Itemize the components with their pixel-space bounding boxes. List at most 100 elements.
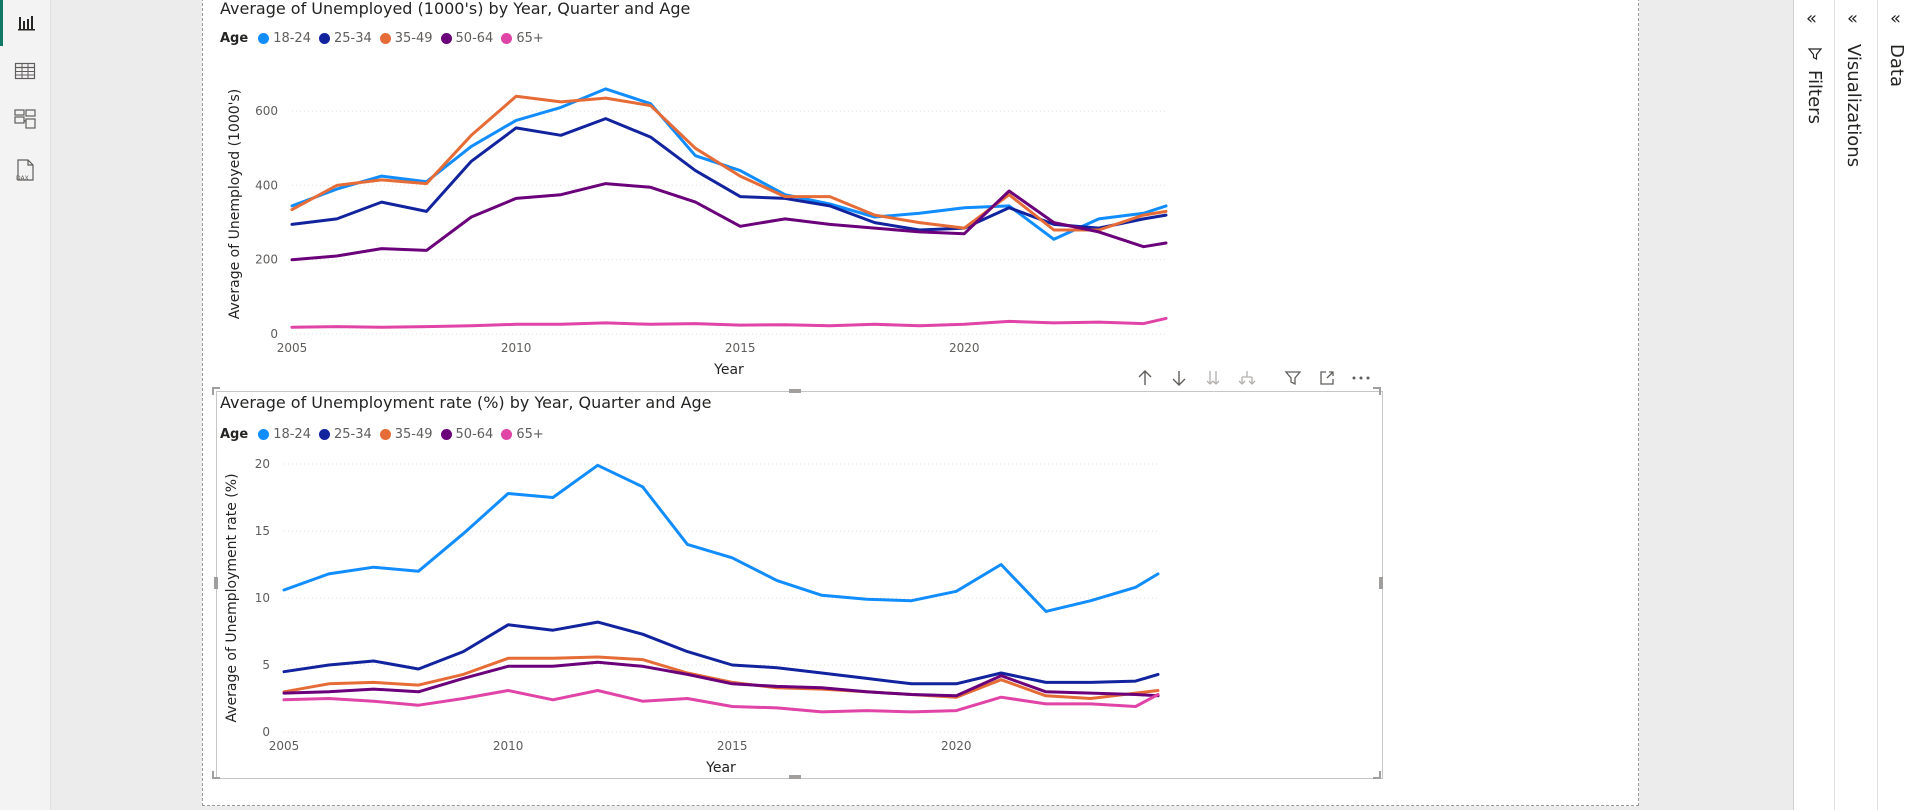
series-line-35-49	[290, 94, 1168, 232]
legend-item[interactable]: 65+	[501, 31, 544, 46]
legend-item[interactable]: 65+	[501, 427, 544, 442]
legend-dot	[379, 33, 391, 44]
filter-icon	[1807, 48, 1823, 60]
drill-down-button[interactable]	[1169, 368, 1189, 388]
legend-title: Age	[220, 427, 249, 442]
legend-label: 35-49	[394, 427, 433, 442]
expand-hierarchy-button[interactable]	[1237, 368, 1257, 388]
chart-title: Average of Unemployed (1000's) by Year, …	[220, 0, 691, 18]
right-panes: « Filters « Visualizations « Data	[1793, 0, 1920, 810]
unemployment-rate-line-chart[interactable]: Average of Unemployment rate (%) by Year…	[216, 391, 1386, 783]
legend-item[interactable]: 25-34	[318, 31, 372, 46]
series-line-18-24	[290, 87, 1168, 241]
resize-handle[interactable]	[214, 577, 218, 589]
legend-item[interactable]: 18-24	[258, 31, 311, 46]
legend-item[interactable]: 25-34	[318, 427, 372, 442]
visualizations-pane-label[interactable]: Visualizations	[1843, 44, 1864, 168]
legend-label: 50-64	[455, 31, 494, 46]
resize-handle[interactable]	[789, 389, 801, 393]
x-tick-label: 2015	[717, 739, 748, 753]
dax-query-view-icon: DAX	[16, 159, 34, 182]
expand-visualizations-chevron-icon[interactable]: «	[1847, 8, 1859, 29]
visualizations-pane-collapsed[interactable]: « Visualizations	[1834, 0, 1878, 810]
legend-label: 65+	[516, 427, 544, 442]
filter-icon	[1284, 371, 1302, 386]
chart-legend: Age 18-24 25-34 35-49 50-64 65+	[220, 31, 546, 46]
legend-item[interactable]: 18-24	[258, 427, 311, 442]
dax-query-view-button[interactable]: DAX	[0, 148, 50, 194]
series-line-50-64	[290, 182, 1168, 262]
chart-plot-area[interactable]: 0 5 10 15 20 2005 2010 2015 2020 Year Average of U…	[216, 391, 1386, 783]
resize-handle[interactable]	[1379, 577, 1383, 589]
drill-up-icon	[1138, 370, 1152, 385]
more-options-icon	[1352, 376, 1370, 380]
series-line-18-24	[282, 463, 1160, 613]
unemployed-line-chart[interactable]: Average of Unemployed (1000's) by Year, …	[216, 0, 1386, 377]
report-page[interactable]: Average of Unemployed (1000's) by Year, …	[202, 0, 1639, 806]
focus-mode-button[interactable]	[1317, 368, 1337, 388]
legend-label: 18-24	[273, 31, 311, 46]
resize-handle[interactable]	[212, 771, 220, 779]
y-axis-title: Average of Unemployed (1000's)	[227, 89, 243, 320]
legend-item[interactable]: 35-49	[379, 427, 433, 442]
y-tick-label: 600	[255, 104, 278, 118]
legend-label: 35-49	[394, 31, 433, 46]
legend-item[interactable]: 35-49	[379, 31, 433, 46]
series-line-65+	[290, 316, 1168, 329]
legend-dot	[258, 33, 270, 44]
report-view-icon	[17, 16, 35, 31]
resize-handle[interactable]	[789, 775, 801, 779]
series-line-50-64	[282, 660, 1160, 698]
legend-item[interactable]: 50-64	[440, 427, 493, 442]
filters-pane-collapsed[interactable]: « Filters	[1793, 0, 1835, 810]
x-tick-label: 2010	[493, 739, 524, 753]
y-tick-label: 200	[255, 253, 278, 267]
expand-data-chevron-icon[interactable]: «	[1890, 8, 1902, 29]
x-tick-label: 2010	[501, 341, 532, 355]
data-pane-collapsed[interactable]: « Data	[1877, 0, 1920, 810]
x-tick-label: 2005	[269, 739, 300, 753]
x-tick-label: 2020	[949, 341, 980, 355]
focus-mode-icon	[1320, 371, 1334, 385]
left-nav-rail: DAX	[0, 0, 51, 810]
resize-handle[interactable]	[212, 387, 220, 395]
x-tick-label: 2020	[941, 739, 972, 753]
filters-pane-label[interactable]: Filters	[1804, 70, 1825, 124]
x-tick-label: 2015	[725, 341, 756, 355]
table-view-button[interactable]	[0, 48, 50, 94]
y-tick-label: 15	[255, 524, 270, 538]
y-tick-label: 0	[262, 725, 270, 739]
dax-label: DAX	[16, 175, 29, 182]
model-view-button[interactable]	[0, 96, 50, 142]
drill-down-icon	[1172, 371, 1186, 386]
x-axis-title: Year	[713, 362, 744, 377]
expand-all-button[interactable]	[1203, 368, 1223, 388]
legend-dot	[318, 33, 330, 44]
y-tick-label: 10	[255, 591, 270, 605]
legend-dot	[501, 429, 513, 440]
y-tick-label: 400	[255, 178, 278, 192]
legend-dot	[318, 429, 330, 440]
filter-button[interactable]	[1283, 368, 1303, 388]
legend-label: 25-34	[333, 31, 372, 46]
resize-handle[interactable]	[1373, 387, 1381, 395]
drill-up-button[interactable]	[1135, 368, 1155, 388]
expand-hierarchy-icon	[1238, 371, 1256, 385]
data-pane-label[interactable]: Data	[1886, 44, 1907, 87]
y-tick-label: 0	[270, 327, 278, 341]
model-view-icon	[14, 109, 36, 129]
legend-dot	[258, 429, 270, 440]
series-line-25-34	[282, 620, 1160, 686]
chart-plot-area[interactable]: 0 200 400 600 2005 2010 2015 2020 Year Average of…	[216, 0, 1386, 377]
resize-handle[interactable]	[1373, 771, 1381, 779]
legend-item[interactable]: 50-64	[440, 31, 494, 46]
y-tick-label: 5	[262, 658, 270, 672]
x-axis-title: Year	[705, 760, 736, 776]
report-view-button[interactable]	[0, 0, 50, 46]
expand-filters-chevron-icon[interactable]: «	[1806, 8, 1818, 29]
legend-dot	[379, 429, 391, 440]
more-options-button[interactable]	[1351, 368, 1371, 388]
chart-legend: Age 18-24 25-34 35-49 50-64 65+	[220, 427, 546, 442]
visual-header-toolbar	[1135, 368, 1371, 388]
y-tick-label: 20	[255, 457, 270, 471]
